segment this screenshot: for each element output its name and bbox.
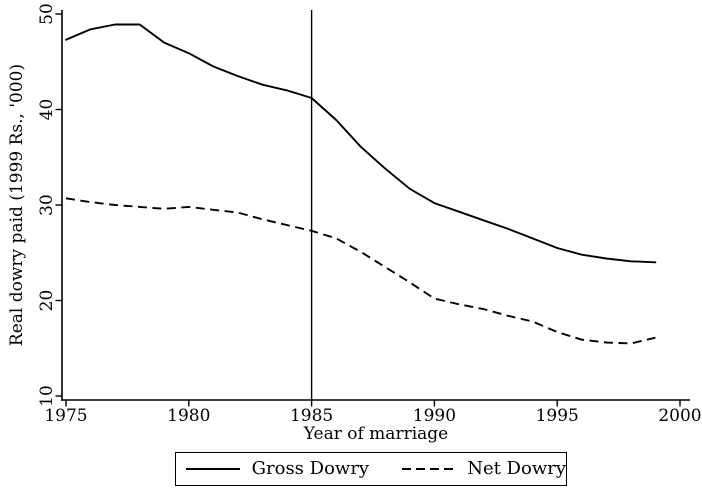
chart-legend: Gross Dowry Net Dowry <box>175 452 567 486</box>
x-tick-label: 1995 <box>536 406 579 426</box>
y-tick-label: 20 <box>37 290 57 312</box>
y-tick-label: 50 <box>37 3 57 25</box>
x-tick-label: 1985 <box>290 406 333 426</box>
y-axis-ticks: 10 20 30 40 50 <box>37 3 62 407</box>
gross-dowry-line <box>65 23 657 264</box>
x-axis-title: Year of marriage <box>303 424 448 444</box>
gross-dowry-legend-line <box>186 468 240 470</box>
y-tick-label: 30 <box>37 194 57 216</box>
gross-dowry-legend-label: Gross Dowry <box>251 458 370 479</box>
y-tick-label: 10 <box>37 385 57 407</box>
net-dowry-legend-label: Net Dowry <box>467 458 566 479</box>
y-tick-label: 40 <box>37 99 57 121</box>
x-tick-label: 1975 <box>44 406 87 426</box>
x-tick-label: 2000 <box>658 406 701 426</box>
net-dowry-line <box>65 197 656 345</box>
x-tick-label: 1980 <box>167 406 210 426</box>
x-axis-ticks: 1975 1980 1985 1990 1995 2000 <box>44 400 702 426</box>
net-dowry-legend-line <box>402 468 459 470</box>
y-axis-title: Real dowry paid (1999 Rs., '000) <box>7 64 27 346</box>
x-tick-label: 1990 <box>413 406 456 426</box>
